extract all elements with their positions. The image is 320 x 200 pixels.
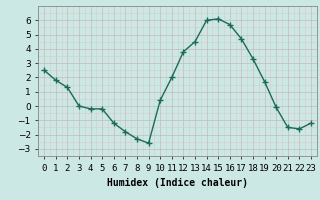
X-axis label: Humidex (Indice chaleur): Humidex (Indice chaleur) xyxy=(107,178,248,188)
